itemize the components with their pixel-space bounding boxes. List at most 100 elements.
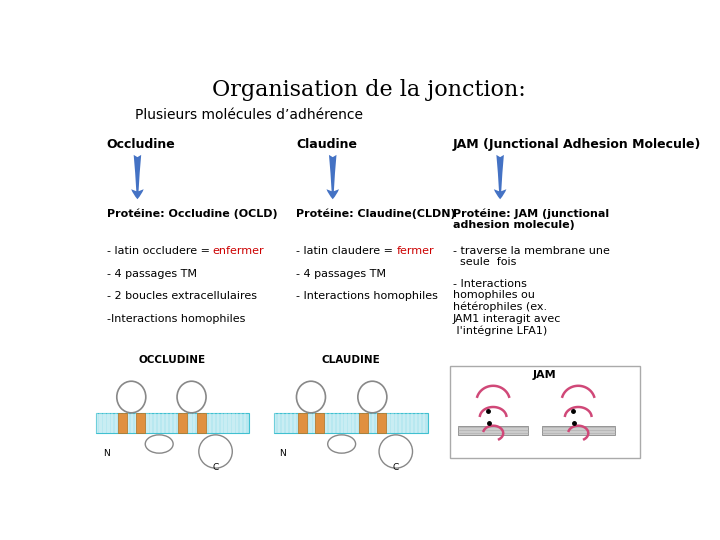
Text: OCCLUDINE: OCCLUDINE <box>139 355 206 365</box>
Bar <box>213 413 215 433</box>
Bar <box>387 413 390 433</box>
Bar <box>392 413 394 433</box>
Bar <box>274 413 428 433</box>
Bar <box>399 413 401 433</box>
Bar <box>138 413 141 433</box>
Bar <box>364 413 366 433</box>
Bar <box>310 413 312 433</box>
Text: - traverse la membrane une
  seule  fois: - traverse la membrane une seule fois <box>453 246 610 267</box>
Text: - latin occludere =: - latin occludere = <box>107 246 213 255</box>
Bar <box>372 413 374 433</box>
Bar <box>313 413 315 433</box>
Text: fermer: fermer <box>397 246 435 255</box>
Text: - 2 boucles extracellulaires: - 2 boucles extracellulaires <box>107 292 257 301</box>
Text: Claudine: Claudine <box>297 138 357 151</box>
Bar <box>403 413 405 433</box>
Bar <box>395 413 397 433</box>
Bar <box>297 413 300 433</box>
Text: Plusieurs molécules d’adhérence: Plusieurs molécules d’adhérence <box>135 109 363 123</box>
Bar <box>344 413 347 433</box>
Bar <box>189 413 192 433</box>
Bar <box>131 413 133 433</box>
Text: - 4 passages TM: - 4 passages TM <box>297 268 387 279</box>
Bar <box>162 413 164 433</box>
Bar <box>193 413 195 433</box>
Bar <box>146 413 148 433</box>
Bar <box>379 413 382 433</box>
Bar <box>297 413 307 433</box>
Bar <box>119 413 121 433</box>
Text: C: C <box>392 463 399 472</box>
Bar <box>217 413 219 433</box>
Text: enfermer: enfermer <box>213 246 264 255</box>
Bar <box>166 413 168 433</box>
Text: - latin claudere =: - latin claudere = <box>297 246 397 255</box>
Bar <box>136 413 145 433</box>
Bar <box>333 413 335 433</box>
Bar <box>186 413 188 433</box>
Bar <box>348 413 351 433</box>
Bar <box>325 413 327 433</box>
Bar <box>174 413 176 433</box>
Text: - Interactions homophiles: - Interactions homophiles <box>297 292 438 301</box>
Bar <box>418 413 421 433</box>
Bar <box>99 413 102 433</box>
Bar <box>96 413 98 433</box>
FancyBboxPatch shape <box>450 366 639 458</box>
Text: Protéine: Claudine(CLDN): Protéine: Claudine(CLDN) <box>297 208 456 219</box>
Bar <box>123 413 125 433</box>
Bar <box>143 413 145 433</box>
Bar <box>170 413 172 433</box>
Text: JAM: JAM <box>533 370 557 380</box>
Bar <box>305 413 307 433</box>
Text: - 4 passages TM: - 4 passages TM <box>107 268 197 279</box>
Bar <box>337 413 339 433</box>
Bar <box>197 413 199 433</box>
Bar <box>197 413 206 433</box>
Bar <box>289 413 292 433</box>
Bar <box>240 413 243 433</box>
Bar <box>233 413 235 433</box>
Bar <box>294 413 296 433</box>
Bar <box>205 413 207 433</box>
Bar <box>111 413 114 433</box>
Bar <box>407 413 409 433</box>
Bar <box>360 413 362 433</box>
Text: C: C <box>212 463 219 472</box>
Bar <box>158 413 161 433</box>
Bar <box>220 413 222 433</box>
Bar <box>107 413 109 433</box>
Bar <box>321 413 323 433</box>
Bar <box>135 413 137 433</box>
Bar <box>181 413 184 433</box>
Text: CLAUDINE: CLAUDINE <box>322 355 380 365</box>
Bar <box>154 413 156 433</box>
Text: Occludine: Occludine <box>107 138 176 151</box>
Bar <box>282 413 284 433</box>
Text: Protéine: JAM (junctional
adhesion molecule): Protéine: JAM (junctional adhesion molec… <box>453 208 609 231</box>
Text: Organisation de la jonction:: Organisation de la jonction: <box>212 79 526 102</box>
Bar <box>411 413 413 433</box>
Bar <box>302 413 304 433</box>
Bar <box>118 413 127 433</box>
Bar <box>459 426 528 435</box>
Bar <box>278 413 280 433</box>
Bar <box>352 413 354 433</box>
Bar <box>201 413 203 433</box>
Bar <box>274 413 276 433</box>
Text: JAM (Junctional Adhesion Molecule): JAM (Junctional Adhesion Molecule) <box>453 138 701 151</box>
Bar <box>115 413 117 433</box>
Bar <box>225 413 227 433</box>
Text: - Interactions
homophiles ou
hétérophiles (ex.
JAM1 interagit avec
 l'intégrine : - Interactions homophiles ou hétérophile… <box>453 279 561 336</box>
Bar <box>317 413 320 433</box>
Text: Protéine: Occludine (OCLD): Protéine: Occludine (OCLD) <box>107 208 277 219</box>
Bar <box>376 413 378 433</box>
Text: N: N <box>279 449 286 458</box>
Bar <box>127 413 129 433</box>
Bar <box>542 426 615 435</box>
Bar <box>244 413 246 433</box>
Bar <box>150 413 153 433</box>
Bar <box>104 413 106 433</box>
Bar <box>384 413 386 433</box>
Bar <box>329 413 331 433</box>
